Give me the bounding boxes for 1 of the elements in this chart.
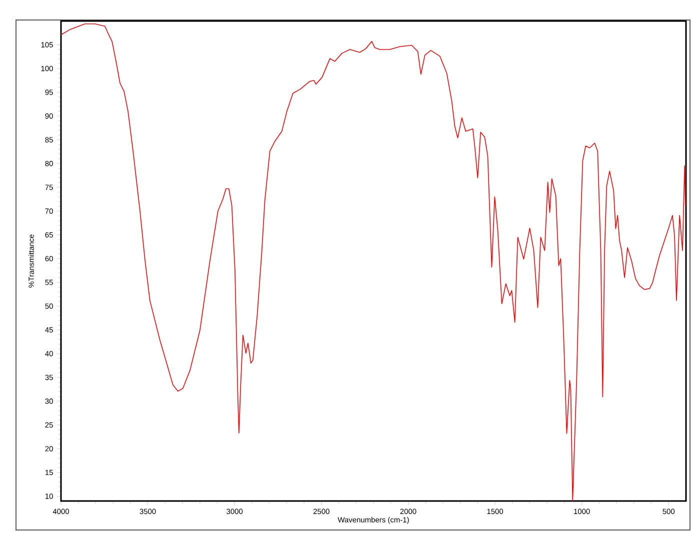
line-series: [60, 23, 686, 501]
